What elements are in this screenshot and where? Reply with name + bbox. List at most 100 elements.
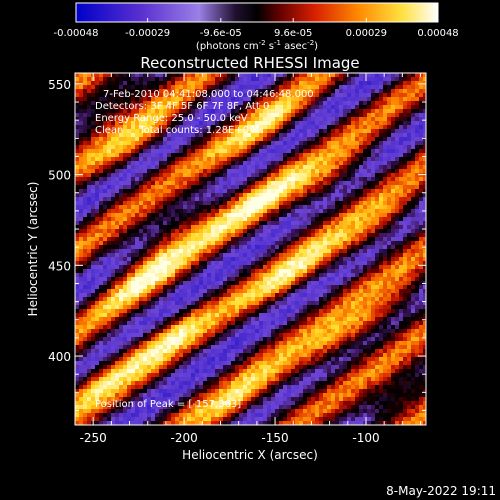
heatmap-cell xyxy=(79,229,83,233)
heatmap-cell xyxy=(95,105,99,109)
heatmap-cell xyxy=(167,117,171,121)
heatmap-cell xyxy=(323,273,327,277)
heatmap-cell xyxy=(387,209,391,213)
heatmap-cell xyxy=(351,117,355,121)
heatmap-cell xyxy=(343,277,347,281)
heatmap-cell xyxy=(411,93,415,97)
heatmap-cell xyxy=(291,229,295,233)
heatmap-cell xyxy=(419,261,423,265)
heatmap-cell xyxy=(179,237,183,241)
heatmap-cell xyxy=(315,189,319,193)
heatmap-cell xyxy=(143,73,147,77)
heatmap-cell xyxy=(407,293,411,297)
heatmap-cell xyxy=(259,221,263,225)
heatmap-cell xyxy=(419,117,423,121)
heatmap-cell xyxy=(75,217,79,221)
heatmap-cell xyxy=(111,185,115,189)
heatmap-cell xyxy=(235,149,239,153)
heatmap-cell xyxy=(243,277,247,281)
heatmap-cell xyxy=(255,133,259,137)
heatmap-cell xyxy=(179,273,183,277)
heatmap-cell xyxy=(199,261,203,265)
heatmap-cell xyxy=(375,77,379,81)
heatmap-cell xyxy=(391,125,395,129)
heatmap-cell xyxy=(259,105,263,109)
heatmap-cell xyxy=(227,173,231,177)
heatmap-cell xyxy=(283,293,287,297)
heatmap-cell xyxy=(395,201,399,205)
heatmap-cell xyxy=(135,149,139,153)
heatmap-cell xyxy=(207,165,211,169)
heatmap-cell xyxy=(103,245,107,249)
heatmap-cell xyxy=(359,125,363,129)
heatmap-cell xyxy=(351,165,355,169)
heatmap-cell xyxy=(423,185,426,189)
heatmap-cell xyxy=(99,181,103,185)
heatmap-cell xyxy=(299,81,303,85)
heatmap-cell xyxy=(259,261,263,265)
heatmap-cell xyxy=(379,121,383,125)
heatmap-cell xyxy=(303,221,307,225)
heatmap-cell xyxy=(387,113,391,117)
heatmap-cell xyxy=(159,213,163,217)
heatmap-cell xyxy=(199,285,203,289)
heatmap-cell xyxy=(223,245,227,249)
heatmap-cell xyxy=(219,133,223,137)
heatmap-cell xyxy=(331,125,335,129)
heatmap-cell xyxy=(75,233,79,237)
heatmap-cell xyxy=(335,197,339,201)
heatmap-cell xyxy=(311,281,315,285)
heatmap-cell xyxy=(411,249,415,253)
heatmap-cell xyxy=(199,257,203,261)
heatmap-cell xyxy=(415,85,419,89)
heatmap-cell xyxy=(271,213,275,217)
heatmap-cell xyxy=(231,153,235,157)
heatmap-cell xyxy=(251,157,255,161)
heatmap-cell xyxy=(295,113,299,117)
heatmap-cell xyxy=(403,285,407,289)
heatmap-cell xyxy=(183,153,187,157)
heatmap-cell xyxy=(351,197,355,201)
heatmap-cell xyxy=(155,73,159,77)
heatmap-cell xyxy=(263,101,267,105)
heatmap-cell xyxy=(303,193,307,197)
heatmap-cell xyxy=(115,229,119,233)
heatmap-cell xyxy=(227,277,231,281)
heatmap-cell xyxy=(87,225,91,229)
heatmap-cell xyxy=(403,177,407,181)
heatmap-cell xyxy=(103,265,107,269)
heatmap-cell xyxy=(367,109,371,113)
heatmap-cell xyxy=(207,125,211,129)
heatmap-cell xyxy=(171,121,175,125)
heatmap-cell xyxy=(407,125,411,129)
heatmap-cell xyxy=(115,157,119,161)
heatmap-cell xyxy=(311,113,315,117)
heatmap-cell xyxy=(123,285,127,289)
heatmap-cell xyxy=(279,157,283,161)
heatmap-cell xyxy=(343,121,347,125)
heatmap-cell xyxy=(91,121,95,125)
heatmap-cell xyxy=(379,169,383,173)
heatmap-cell xyxy=(107,73,111,77)
heatmap-cell xyxy=(391,293,395,297)
heatmap-cell xyxy=(115,189,119,193)
heatmap-cell xyxy=(383,177,387,181)
heatmap-cell xyxy=(211,129,215,133)
heatmap-cell xyxy=(407,109,411,113)
heatmap-cell xyxy=(99,269,103,273)
heatmap-cell xyxy=(383,141,387,145)
heatmap-cell xyxy=(323,209,327,213)
heatmap-cell xyxy=(127,121,131,125)
heatmap-cell xyxy=(359,289,363,293)
heatmap-cell xyxy=(387,145,391,149)
heatmap-cell xyxy=(367,265,371,269)
heatmap-cell xyxy=(371,173,375,177)
heatmap-cell xyxy=(255,201,259,205)
heatmap-cell xyxy=(99,193,103,197)
heatmap-cell xyxy=(131,105,135,109)
heatmap-cell xyxy=(355,121,359,125)
heatmap-cell xyxy=(251,261,255,265)
heatmap-cell xyxy=(75,93,79,97)
heatmap-cell xyxy=(175,81,179,85)
heatmap-cell xyxy=(215,177,219,181)
